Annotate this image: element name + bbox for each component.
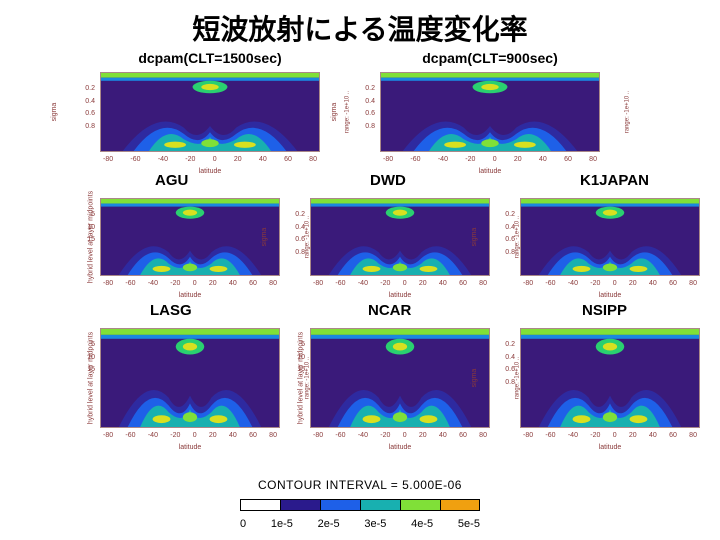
- x-ticks: -80-60-40-20020406080: [311, 280, 489, 287]
- x-label: latitude: [599, 292, 622, 299]
- row-row1: dcpam(CLT=1500sec)0.20.40.60.8-80-60-40-…: [0, 50, 720, 172]
- range-text: range: -1e+10 ..: [625, 91, 631, 134]
- x-label: latitude: [389, 292, 412, 299]
- x-label: latitude: [179, 444, 202, 451]
- contour-chart: 51015-80-60-40-20020406080hybrid level a…: [310, 328, 490, 428]
- panel-label: dcpam(CLT=900sec): [380, 50, 600, 66]
- contour-chart: 0.20.40.60.8-80-60-40-20020406080sigmala…: [520, 328, 700, 428]
- title-text: 短波放射による温度変化率: [192, 14, 527, 45]
- y-ticks: 0.20.40.60.8: [275, 209, 305, 259]
- row-row3: LASG 51015-80-60-40-20020406080hybrid lev…: [0, 302, 720, 472]
- panel-label: LASG: [150, 302, 192, 319]
- contour-chart: 51015-80-60-40-20020406080hybrid level a…: [100, 328, 280, 428]
- y-label: sigma: [471, 369, 478, 388]
- row-row2: AGU 51015-80-60-40-20020406080hybrid leve…: [0, 172, 720, 302]
- x-ticks: -80-60-40-20020406080: [521, 432, 699, 439]
- y-label: sigma: [331, 103, 338, 122]
- x-ticks: -80-60-40-20020406080: [101, 432, 279, 439]
- colorbar-segment: [360, 499, 400, 511]
- x-label: latitude: [179, 292, 202, 299]
- page-title: 短波放射による温度変化率: [0, 0, 720, 50]
- colorbar-tick: 5e-5: [458, 518, 480, 530]
- x-label: latitude: [599, 444, 622, 451]
- contour-chart: 51015-80-60-40-20020406080hybrid level a…: [100, 198, 280, 276]
- colorbar-tick: 4e-5: [411, 518, 433, 530]
- colorbar-ticks: 0 1e-5 2e-5 3e-5 4e-5 5e-5: [240, 518, 480, 530]
- panel-label: DWD: [370, 172, 406, 189]
- x-label: latitude: [389, 444, 412, 451]
- y-label: hybrid level at layer midpoints: [298, 332, 305, 424]
- colorbar: [240, 499, 480, 511]
- contour-chart: 0.20.40.60.8-80-60-40-20020406080sigmala…: [520, 198, 700, 276]
- contour-interval-label: CONTOUR INTERVAL = 5.000E-06: [0, 478, 720, 492]
- colorbar-segment: [400, 499, 440, 511]
- colorbar-region: CONTOUR INTERVAL = 5.000E-06 0 1e-5 2e-5 3e…: [0, 472, 720, 532]
- y-label: sigma: [51, 103, 58, 122]
- y-label: sigma: [261, 228, 268, 247]
- x-ticks: -80-60-40-20020406080: [311, 432, 489, 439]
- y-ticks: 0.20.40.60.8: [65, 83, 95, 133]
- colorbar-segment: [240, 499, 280, 511]
- x-ticks: -80-60-40-20020406080: [521, 280, 699, 287]
- colorbar-segment: [280, 499, 320, 511]
- contour-chart: 0.20.40.60.8-80-60-40-20020406080sigmala…: [380, 72, 600, 152]
- x-ticks: -80-60-40-20020406080: [381, 156, 599, 163]
- y-ticks: 0.20.40.60.8: [345, 83, 375, 133]
- panel-label: AGU: [155, 172, 188, 189]
- x-ticks: -80-60-40-20020406080: [101, 156, 319, 163]
- colorbar-segment: [320, 499, 360, 511]
- colorbar-tick: 0: [240, 518, 246, 530]
- colorbar-tick: 2e-5: [318, 518, 340, 530]
- y-ticks: 0.20.40.60.8: [485, 339, 515, 389]
- panel-label: NSIPP: [582, 302, 627, 319]
- contour-chart: 0.20.40.60.8-80-60-40-20020406080sigmala…: [100, 72, 320, 152]
- colorbar-tick: 3e-5: [364, 518, 386, 530]
- contour-chart: 0.20.40.60.8-80-60-40-20020406080sigmala…: [310, 198, 490, 276]
- y-label: sigma: [471, 228, 478, 247]
- colorbar-segment: [440, 499, 480, 511]
- y-label: hybrid level at layer midpoints: [88, 191, 95, 283]
- colorbar-tick: 1e-5: [271, 518, 293, 530]
- x-ticks: -80-60-40-20020406080: [101, 280, 279, 287]
- panel-label: dcpam(CLT=1500sec): [100, 50, 320, 66]
- panel-label: NCAR: [368, 302, 411, 319]
- y-ticks: 0.20.40.60.8: [485, 209, 515, 259]
- panel-label: K1JAPAN: [580, 172, 649, 189]
- y-label: hybrid level at layer midpoints: [88, 332, 95, 424]
